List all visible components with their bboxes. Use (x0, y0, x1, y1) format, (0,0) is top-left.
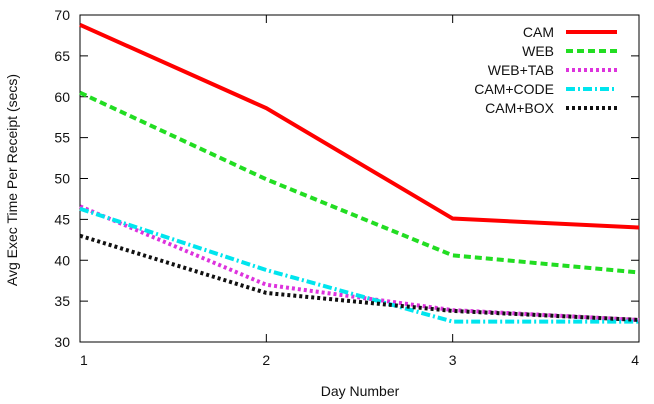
legend-label: WEB+TAB (488, 62, 554, 78)
legend-label: CAM+BOX (485, 100, 555, 116)
series-line-cam-code (79, 206, 639, 324)
y-tick-label: 35 (54, 293, 70, 309)
legend-label: WEB (522, 43, 554, 59)
y-tick-label: 40 (54, 252, 70, 268)
legend-label: CAM+CODE (474, 81, 554, 97)
y-tick-label: 55 (54, 130, 70, 146)
y-tick-label: 50 (54, 171, 70, 187)
series-line-cam-box (79, 233, 640, 322)
legend-label: CAM (523, 24, 554, 40)
y-tick-label: 45 (54, 211, 70, 227)
x-tick-label: 3 (449, 352, 457, 368)
y-tick-label: 30 (54, 334, 70, 350)
y-tick-label: 65 (54, 48, 70, 64)
y-tick-label: 70 (54, 7, 70, 23)
y-axis: 30 35 40 45 50 55 60 65 70 (54, 7, 639, 350)
series-line-cam (79, 22, 640, 230)
x-tick-label: 1 (80, 352, 88, 368)
series-line-web (79, 90, 640, 275)
legend: CAM WEB WEB+TAB CAM+CODE CAM+BOX (474, 24, 617, 116)
x-tick-label: 2 (262, 352, 270, 368)
y-axis-label: Avg Exec Time Per Receipt (secs) (4, 74, 20, 286)
x-axis: 1 2 3 4 (79, 15, 640, 368)
x-axis-label: Day Number (321, 383, 400, 399)
y-tick-label: 60 (54, 89, 70, 105)
series-lines (79, 22, 640, 324)
x-tick-label: 4 (631, 352, 639, 368)
